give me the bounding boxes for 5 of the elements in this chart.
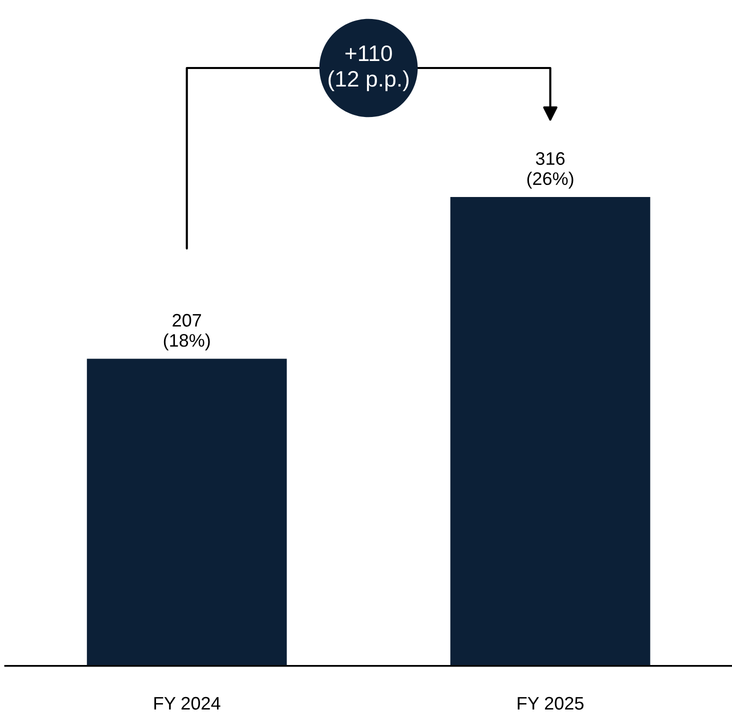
text: +110 (12 p.p.) [328,45,409,92]
data-label: 316 (26%) [527,152,574,189]
data-label: 207 (18%) [164,314,210,350]
x-tick-label: FY 2025 [518,696,584,710]
x-tick-label: FY 2024 [154,696,220,710]
